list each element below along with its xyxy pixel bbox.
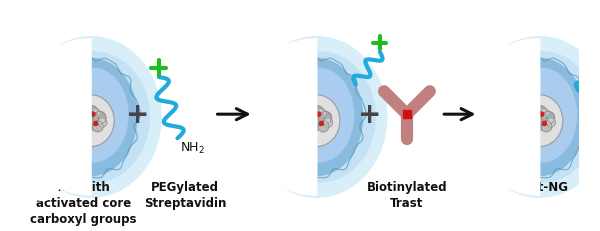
Circle shape [310, 112, 324, 127]
Ellipse shape [485, 52, 598, 182]
FancyBboxPatch shape [597, 52, 600, 58]
Wedge shape [239, 40, 317, 195]
Ellipse shape [517, 96, 562, 146]
Ellipse shape [506, 69, 577, 162]
Text: NG with
activated core
carboxyl groups: NG with activated core carboxyl groups [31, 180, 137, 225]
Circle shape [525, 111, 538, 124]
Circle shape [319, 112, 332, 125]
Circle shape [82, 122, 93, 133]
Circle shape [540, 109, 549, 118]
Circle shape [308, 124, 313, 128]
Circle shape [302, 118, 311, 128]
Ellipse shape [470, 38, 600, 197]
Circle shape [532, 112, 547, 127]
Ellipse shape [46, 59, 137, 176]
Circle shape [98, 118, 107, 128]
Circle shape [312, 116, 316, 120]
Circle shape [83, 112, 98, 127]
Circle shape [86, 106, 98, 117]
Text: Biotinylated
Trast: Biotinylated Trast [367, 180, 447, 209]
Circle shape [535, 116, 539, 120]
Circle shape [317, 109, 326, 118]
Ellipse shape [21, 38, 161, 197]
Circle shape [307, 108, 316, 117]
Ellipse shape [262, 52, 375, 182]
Circle shape [323, 118, 332, 128]
Circle shape [542, 122, 547, 126]
Text: +: + [126, 101, 149, 129]
Circle shape [91, 113, 95, 117]
Ellipse shape [37, 52, 149, 182]
Ellipse shape [247, 38, 387, 197]
Circle shape [542, 112, 554, 125]
Wedge shape [13, 40, 91, 195]
Circle shape [302, 111, 315, 124]
Ellipse shape [236, 34, 301, 201]
Text: PEGylated
Streptavidin: PEGylated Streptavidin [144, 180, 226, 209]
Circle shape [525, 118, 534, 128]
Circle shape [541, 121, 552, 132]
Ellipse shape [494, 59, 586, 176]
Wedge shape [461, 40, 540, 195]
Ellipse shape [10, 34, 75, 201]
Text: NH$_2$: NH$_2$ [180, 141, 205, 156]
Circle shape [535, 106, 546, 117]
Circle shape [81, 108, 90, 117]
Ellipse shape [459, 34, 524, 201]
Circle shape [308, 122, 319, 133]
Text: +: + [358, 101, 382, 129]
Circle shape [317, 113, 321, 117]
Ellipse shape [68, 96, 114, 146]
Circle shape [94, 122, 98, 126]
Circle shape [546, 118, 556, 128]
Circle shape [531, 124, 535, 128]
Text: Trast-NG: Trast-NG [511, 180, 569, 193]
Circle shape [91, 109, 100, 118]
Circle shape [86, 116, 91, 120]
Circle shape [530, 108, 539, 117]
Ellipse shape [284, 69, 353, 162]
Ellipse shape [58, 69, 128, 162]
Circle shape [76, 111, 89, 124]
Circle shape [83, 124, 86, 128]
Circle shape [319, 122, 323, 126]
Circle shape [92, 121, 103, 132]
Circle shape [93, 112, 106, 125]
Ellipse shape [271, 59, 362, 176]
Circle shape [539, 113, 544, 117]
FancyBboxPatch shape [403, 111, 410, 118]
Circle shape [76, 118, 86, 128]
Circle shape [530, 122, 542, 133]
Ellipse shape [294, 96, 340, 146]
Circle shape [312, 106, 323, 117]
Circle shape [318, 121, 329, 132]
